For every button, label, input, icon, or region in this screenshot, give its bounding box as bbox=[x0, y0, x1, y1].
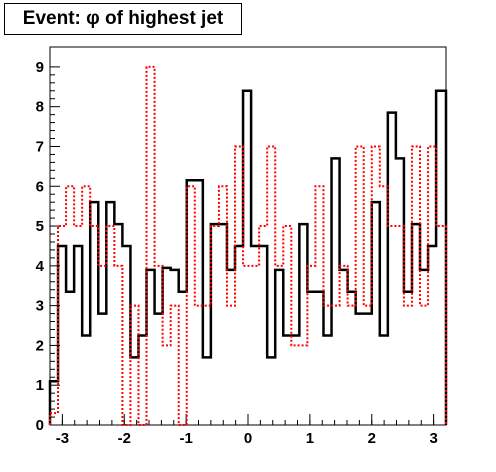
title-box: Event: φ of highest jet bbox=[4, 3, 242, 35]
y-tick-label: 2 bbox=[36, 337, 44, 354]
y-tick-label: 3 bbox=[36, 298, 44, 315]
x-tick-label: 1 bbox=[306, 430, 314, 447]
series-solid-black-line bbox=[48, 89, 448, 425]
y-tick-label: 4 bbox=[36, 258, 45, 275]
x-axis: -3 -2 -1 0 1 2 3 bbox=[49, 414, 447, 447]
series-dotted-red-line bbox=[49, 65, 447, 426]
y-tick-label: 1 bbox=[36, 377, 44, 394]
y-tick-label: 8 bbox=[36, 99, 44, 116]
x-tick-label: -1 bbox=[179, 430, 192, 447]
x-tick-label: -3 bbox=[56, 430, 69, 447]
y-tick-label: 5 bbox=[36, 218, 44, 235]
x-tick-label: 2 bbox=[368, 430, 376, 447]
x-tick-label: 0 bbox=[244, 430, 252, 447]
y-tick-label: 6 bbox=[36, 178, 44, 195]
y-tick-label: 9 bbox=[36, 59, 44, 76]
series-layer bbox=[48, 65, 448, 426]
x-tick-label: -2 bbox=[118, 430, 131, 447]
y-tick-label: 7 bbox=[36, 138, 44, 155]
y-axis: 0 1 2 3 4 5 6 7 8 9 bbox=[36, 59, 60, 434]
chart-title: Event: φ of highest jet bbox=[22, 8, 224, 29]
y-tick-label: 0 bbox=[36, 417, 44, 434]
x-tick-label: 3 bbox=[429, 430, 437, 447]
